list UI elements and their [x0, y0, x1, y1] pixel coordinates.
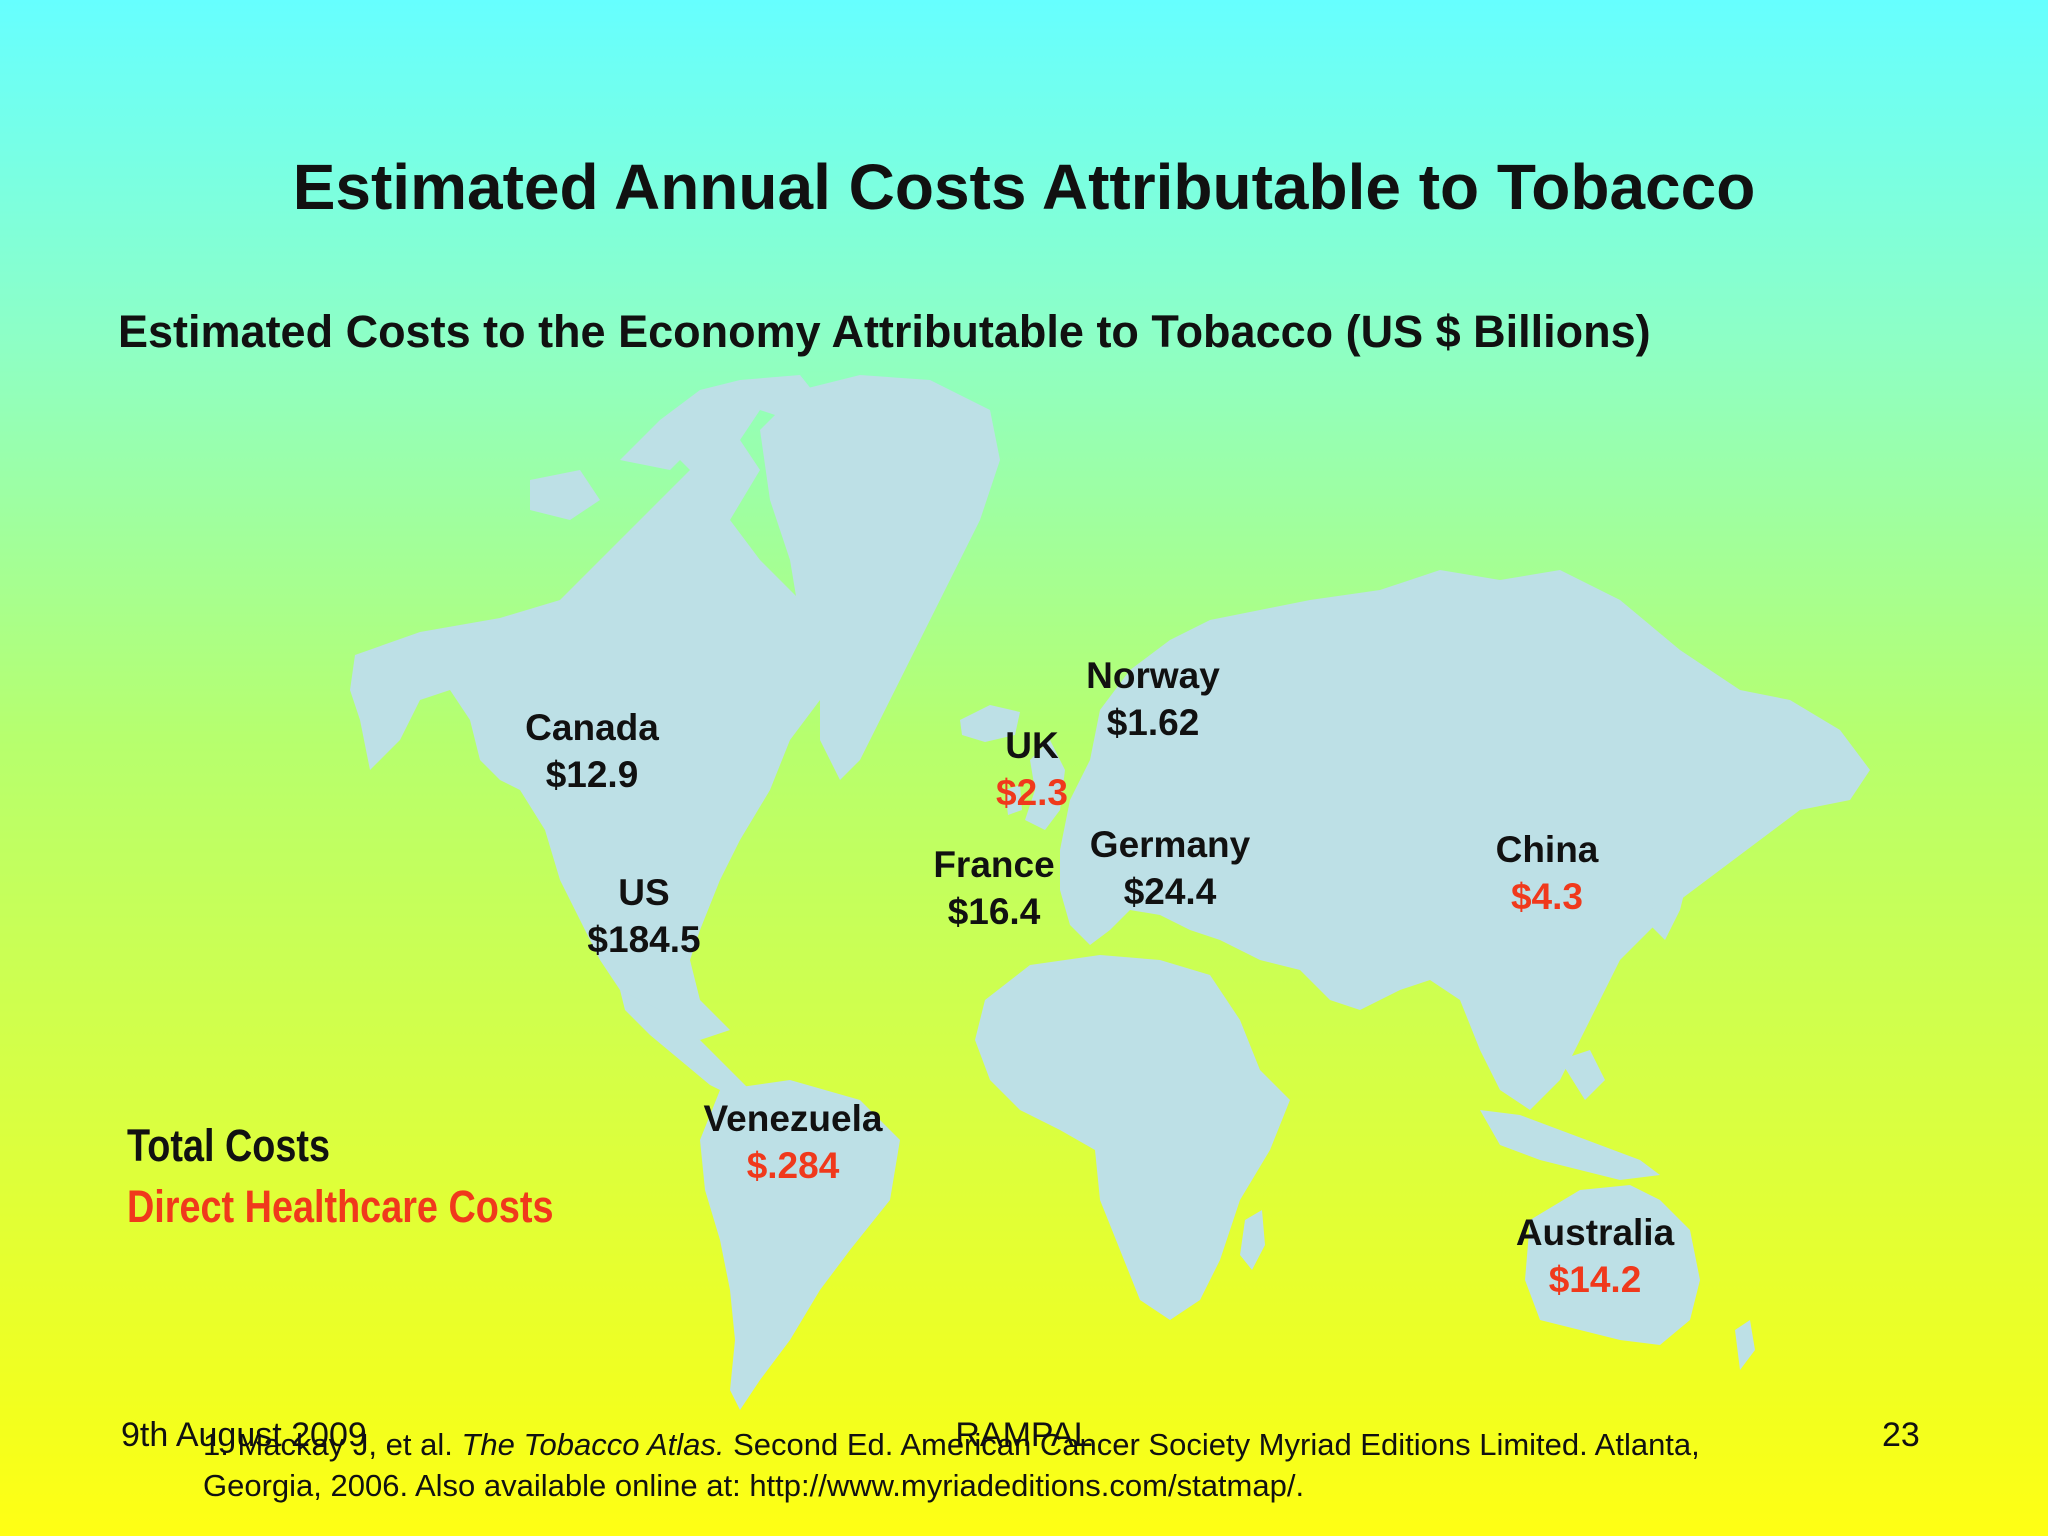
country-label-canada: Canada $12.9 [525, 704, 659, 798]
arctic-islands [530, 375, 820, 520]
africa-landmass [975, 955, 1290, 1320]
country-name: Canada [525, 707, 659, 748]
uk-landmass [1005, 740, 1065, 830]
footer-page-number: 23 [1882, 1416, 1920, 1454]
country-cost: $14.2 [1548, 1259, 1642, 1300]
country-cost: $184.5 [587, 919, 701, 960]
country-label-australia: Australia $14.2 [1516, 1209, 1674, 1303]
citation-book-title: The Tobacco Atlas. [461, 1427, 725, 1462]
country-label-us: US $184.5 [587, 869, 700, 963]
central-america-landmass [620, 990, 750, 1100]
citation-line-2: Georgia, 2006. Also available online at:… [203, 1468, 1305, 1503]
country-cost: $12.9 [545, 754, 639, 795]
country-name: Germany [1089, 824, 1251, 865]
citation-line-1: 1. Mackay J, et al. The Tobacco Atlas. S… [203, 1424, 1700, 1465]
greenland-landmass [760, 375, 1000, 780]
footer-date: 9th August 2009 [121, 1416, 367, 1454]
southeast-asia-islands [1480, 1050, 1660, 1180]
country-cost: $4.3 [1510, 876, 1583, 917]
legend-total-costs: Total Costs [127, 1120, 331, 1171]
country-label-china: China $4.3 [1496, 826, 1599, 920]
country-cost: $16.4 [947, 891, 1041, 932]
country-label-uk: UK $2.3 [996, 722, 1068, 816]
country-label-france: France $16.4 [933, 841, 1054, 935]
eurasia-landmass [1060, 570, 1870, 1110]
madagascar-landmass [1240, 1210, 1265, 1270]
country-name: Norway [1086, 655, 1220, 696]
north-america-landmass [350, 420, 830, 1040]
citation-details: Second Ed. American Cancer Society Myria… [724, 1427, 1700, 1462]
country-cost: $1.62 [1106, 702, 1200, 743]
country-label-germany: Germany $24.4 [1090, 821, 1250, 915]
country-name: UK [1005, 725, 1059, 766]
country-cost: $2.3 [995, 772, 1069, 813]
slide-title: Estimated Annual Costs Attributable to T… [292, 151, 1756, 223]
south-america-landmass [700, 1080, 900, 1410]
country-cost: $24.4 [1123, 871, 1217, 912]
new-zealand-landmass [1735, 1320, 1755, 1370]
australia-landmass [1525, 1185, 1700, 1345]
country-name: Venezuela [703, 1098, 883, 1139]
country-name: Australia [1515, 1212, 1675, 1253]
country-cost: $.284 [746, 1145, 840, 1186]
source-citation: 1. Mackay J, et al. The Tobacco Atlas. S… [203, 1424, 1700, 1506]
map-subtitle: Estimated Costs to the Economy Attributa… [118, 306, 1651, 357]
iceland-landmass [960, 705, 1020, 742]
country-label-venezuela: Venezuela $.284 [704, 1095, 883, 1189]
citation-prefix: 1. Mackay J, et al. [203, 1427, 462, 1462]
japan-landmass [1650, 840, 1690, 940]
legend-direct-healthcare-costs: Direct Healthcare Costs [127, 1181, 554, 1232]
country-label-norway: Norway $1.62 [1086, 652, 1220, 746]
country-name: France [933, 844, 1055, 885]
footer-author: RAMPAL [955, 1416, 1093, 1454]
country-name: China [1495, 829, 1599, 870]
country-name: US [618, 872, 670, 913]
